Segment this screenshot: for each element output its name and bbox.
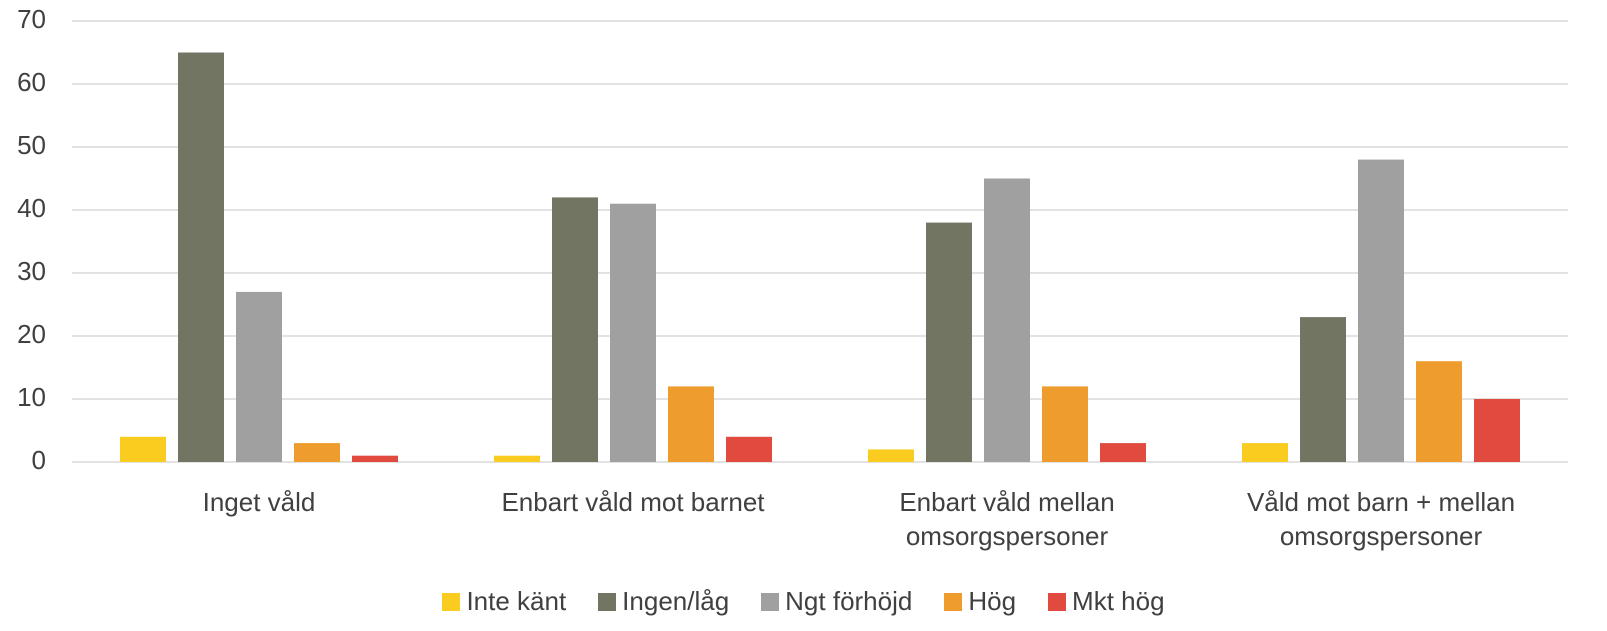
y-tick-label: 10 [17, 382, 46, 412]
legend-item: Ingen/låg [598, 586, 729, 617]
bar [294, 443, 340, 462]
y-tick-label: 60 [17, 67, 46, 97]
legend-label: Ingen/låg [622, 586, 730, 616]
legend: Inte känt Ingen/låg Ngt förhöjd Hög Mkt hög [0, 586, 1607, 617]
bar [926, 222, 972, 462]
bar [178, 52, 224, 462]
legend-item: Inte känt [442, 586, 566, 617]
y-tick-label: 20 [17, 319, 46, 349]
bar [1300, 317, 1346, 462]
bar [984, 178, 1030, 462]
legend-item: Hög [944, 586, 1016, 617]
bar [1242, 443, 1288, 462]
y-tick-label: 30 [17, 256, 46, 286]
legend-swatch [761, 592, 780, 611]
legend-label: Hög [968, 586, 1017, 616]
bar [236, 291, 282, 462]
bar [552, 197, 598, 462]
y-tick-label: 70 [17, 4, 46, 34]
y-tick-label: 0 [32, 445, 46, 475]
x-tick-label: Inget våld [202, 487, 316, 517]
bar [1474, 399, 1520, 462]
bar [352, 455, 398, 462]
y-tick-label: 40 [17, 193, 46, 223]
bar [610, 203, 656, 462]
legend-swatch [598, 592, 617, 611]
bar [868, 449, 914, 462]
legend-swatch [944, 592, 963, 611]
legend-label: Inte känt [466, 586, 567, 616]
x-tick-label: Våld mot barn + mellan omsorgspersoner [1246, 487, 1516, 551]
legend-swatch [1048, 592, 1067, 611]
bar [1042, 386, 1088, 462]
legend-item: Mkt hög [1048, 586, 1165, 617]
legend-item: Ngt förhöjd [761, 586, 912, 617]
y-tick-label: 50 [17, 130, 46, 160]
x-tick-label: Enbart våld mellan omsorgspersoner [899, 487, 1115, 551]
bar [1100, 443, 1146, 462]
legend-swatch [442, 592, 461, 611]
bar [726, 436, 772, 462]
x-tick-label: Enbart våld mot barnet [501, 487, 765, 517]
bar [668, 386, 714, 462]
bar [1416, 361, 1462, 462]
legend-label: Ngt förhöjd [785, 586, 913, 616]
legend-label: Mkt hög [1072, 586, 1165, 616]
bar [120, 436, 166, 462]
bar [494, 455, 540, 462]
bar [1358, 159, 1404, 462]
